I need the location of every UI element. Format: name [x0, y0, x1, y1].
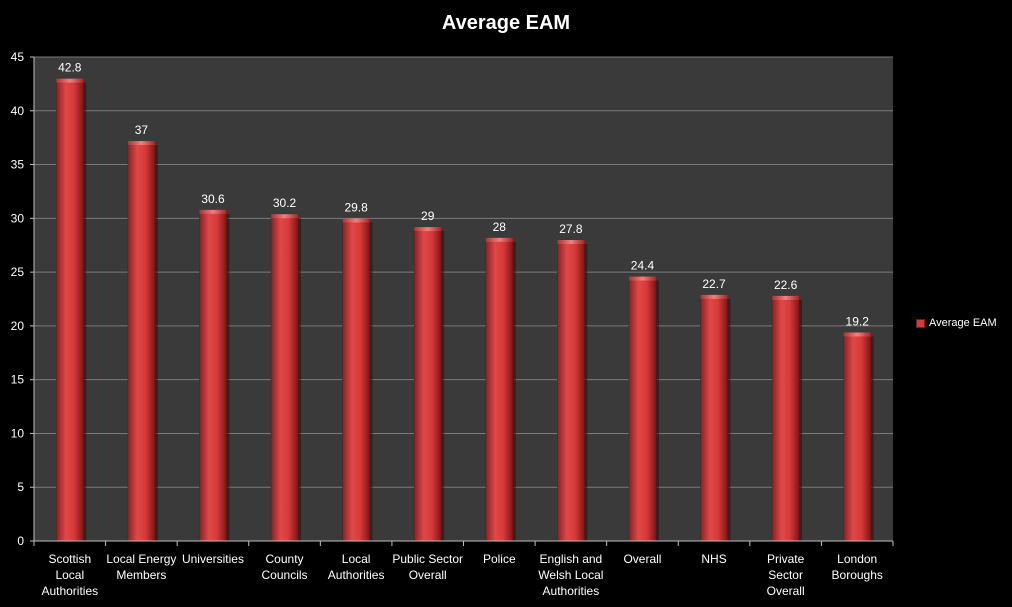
- bar-cap: [56, 78, 84, 83]
- category-label: Universities: [182, 552, 244, 566]
- plot-area: [34, 57, 893, 541]
- y-tick-label: 20: [11, 319, 25, 333]
- bar-cap: [414, 227, 442, 232]
- data-label: 22.6: [774, 278, 798, 292]
- bar-cap: [843, 332, 871, 337]
- category-label: Local Energy Members: [106, 552, 176, 582]
- data-label: 42.8: [58, 61, 82, 75]
- bar-cap: [628, 276, 656, 281]
- gridlines: [34, 56, 893, 488]
- bar: [771, 297, 800, 542]
- y-tick-label: 45: [11, 50, 25, 64]
- bar: [413, 228, 442, 542]
- category-label: Overall: [623, 552, 661, 566]
- bar: [557, 241, 585, 542]
- y-tick-label: 25: [11, 265, 25, 279]
- bar-cap: [772, 295, 800, 300]
- category-label: Local Authorities: [328, 552, 385, 582]
- legend: Average EAM: [916, 317, 997, 329]
- category-label: Police: [483, 552, 516, 566]
- bar-cap: [485, 237, 513, 242]
- category-label: English and Welsh Local Authorities: [538, 552, 603, 598]
- y-tick-label: 30: [11, 211, 25, 225]
- data-labels: 42.8 37 30.6 30.2 29.8 29 28 27.8 24.4 22.7 22.6 19…: [58, 61, 869, 329]
- y-tick-label: 15: [11, 373, 25, 387]
- data-label: 24.4: [631, 259, 655, 273]
- y-tick-label: 40: [11, 104, 25, 118]
- category-label: NHS: [701, 552, 726, 566]
- bar: [843, 334, 871, 542]
- category-labels: Scottish Local Authorities Local Energy Memb…: [41, 552, 882, 598]
- y-tick-label: 35: [11, 158, 25, 172]
- y-tick-label: 0: [17, 534, 24, 548]
- legend-swatch: [916, 318, 925, 328]
- data-label: 28: [493, 220, 507, 234]
- bar: [199, 211, 227, 542]
- bar: [56, 80, 84, 542]
- bar: [485, 239, 514, 542]
- data-label: 30.2: [273, 196, 297, 210]
- bar: [700, 296, 728, 542]
- x-axis-ticks: [33, 541, 894, 546]
- y-tick-label: 10: [11, 426, 25, 440]
- category-label: Public Sector Overall: [392, 552, 463, 582]
- data-label: 29: [421, 209, 435, 223]
- chart-title: Average EAM: [441, 12, 571, 34]
- category-label: Private Sector Overall: [767, 552, 805, 598]
- y-axis-ticks: 0 5 10 15 20 25 30 35 40 45: [11, 50, 34, 548]
- data-label: 37: [135, 123, 149, 137]
- bar-cap: [700, 294, 728, 299]
- bar-cap: [127, 141, 155, 146]
- category-label: County Councils: [262, 552, 308, 582]
- data-label: 30.6: [201, 192, 225, 206]
- bar-cap: [342, 218, 370, 223]
- bar: [270, 215, 299, 542]
- bar-cap: [557, 239, 585, 244]
- bar-cap: [199, 209, 227, 214]
- bar: [628, 278, 657, 542]
- bars: [56, 78, 874, 542]
- category-label: London Boroughs: [832, 552, 883, 582]
- data-label: 19.2: [846, 314, 870, 328]
- data-label: 27.8: [559, 222, 583, 236]
- y-tick-label: 5: [17, 480, 24, 494]
- bar-cap: [271, 214, 299, 219]
- data-label: 29.8: [344, 200, 368, 214]
- legend-label: Average EAM: [929, 317, 997, 329]
- data-label: 22.7: [702, 277, 726, 291]
- bar: [127, 142, 156, 542]
- category-label: Scottish Local Authorities: [41, 552, 98, 598]
- bar: [342, 220, 370, 542]
